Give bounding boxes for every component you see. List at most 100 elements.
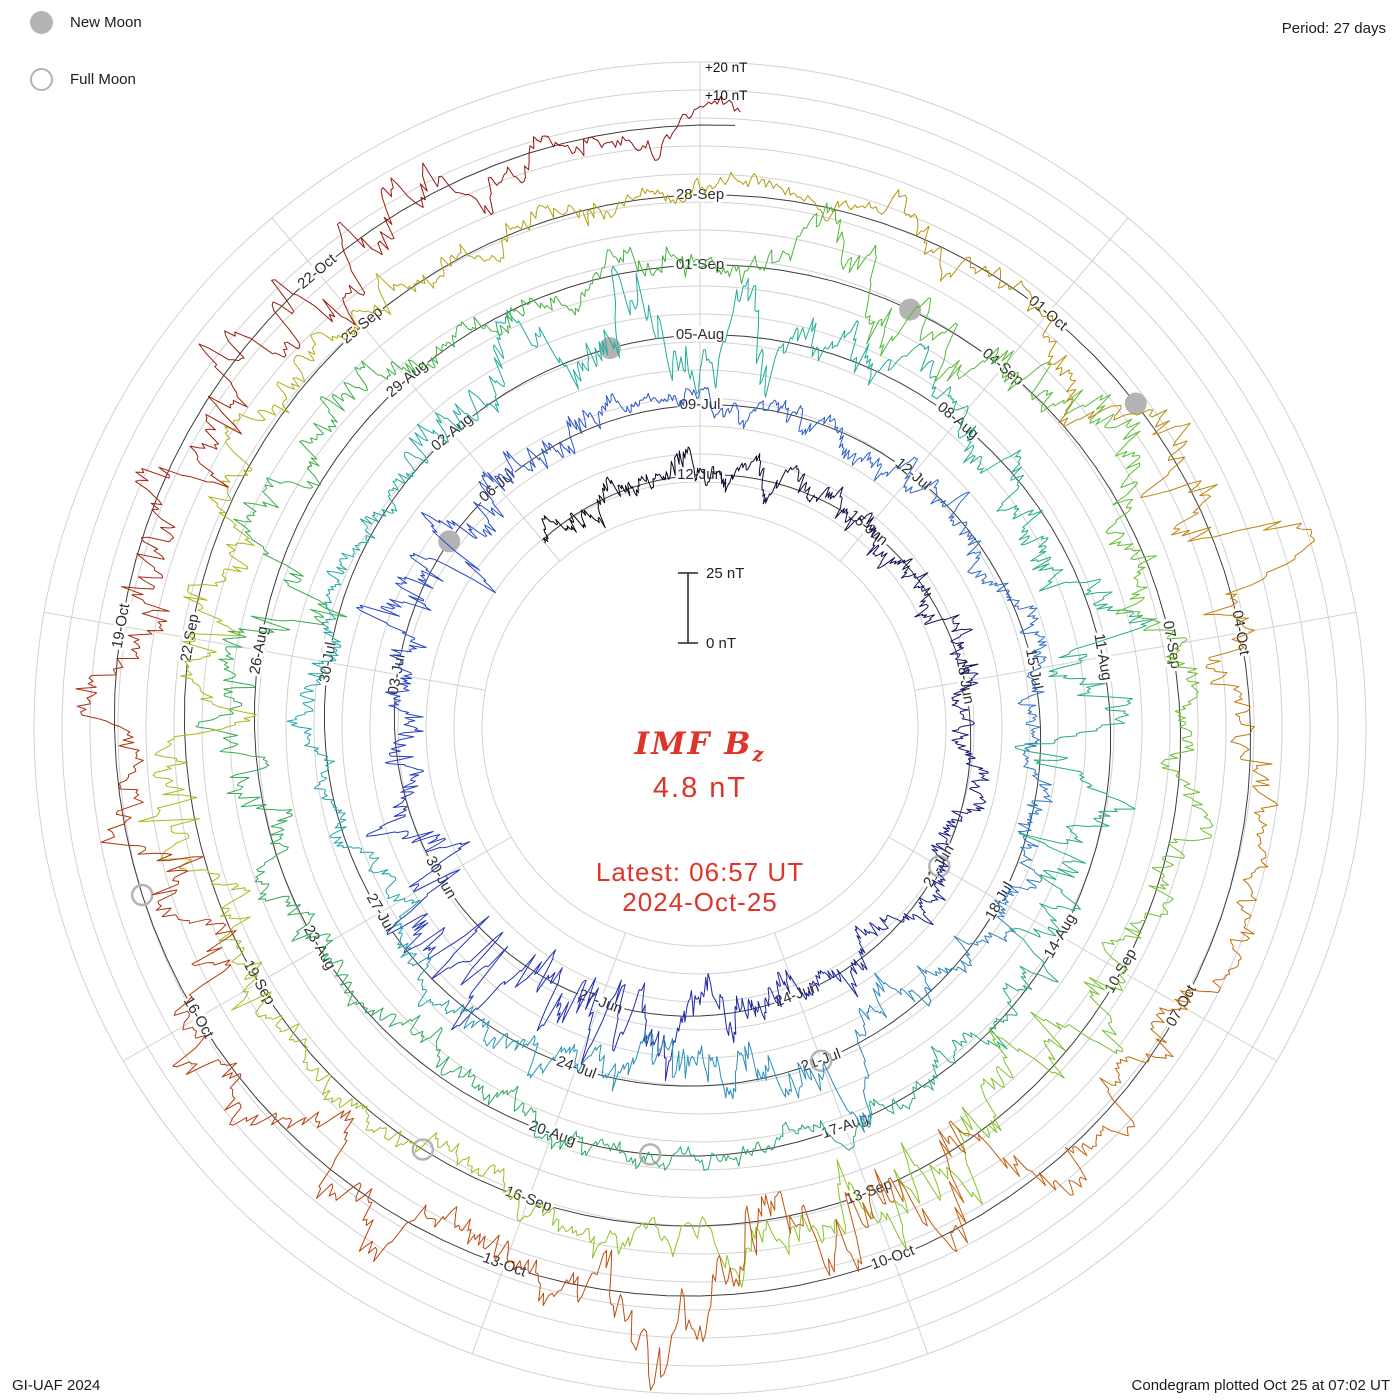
new-moon-marker [899,298,922,321]
bz-trace-segment [640,446,701,490]
date-label: 16-Oct [180,994,218,1042]
bz-trace-segment [286,701,336,791]
bz-trace-segment [581,246,688,297]
bz-trace-segment [687,1123,785,1171]
bz-trace-segment [135,395,242,529]
date-label: 15-Jul [1022,648,1046,691]
bz-trace-segment [582,392,658,430]
chart-title-main: IMF B [634,726,753,762]
bz-trace-segment [686,227,807,284]
full-moon-icon [30,67,53,91]
bz-trace-segment [879,189,992,282]
chart-title-subscript: z [752,743,766,767]
bz-trace-segment [1009,882,1081,983]
bz-trace-segment [851,1142,983,1251]
new-moon-marker [438,530,461,553]
bz-trace-segment [385,649,424,724]
new-moon-icon [30,10,53,34]
bz-trace-segment [368,865,421,949]
bz-trace-segment [759,465,816,505]
legend-full-moon: Full Moon [30,67,142,91]
bz-trace-segment [1229,833,1269,970]
bz-trace-segment [488,309,579,413]
bz-trace-segment [335,972,424,1036]
scale-bar-top-label: 25 nT [706,565,744,582]
grid-spoke [888,836,1278,1062]
grid-spoke [44,611,486,691]
bz-trace-segment [1230,701,1279,835]
plotted-timestamp-label: Condegram plotted Oct 25 at 07:02 UT [1131,1377,1390,1394]
bz-trace-segment [1017,631,1047,713]
bz-trace-segment [880,1039,957,1115]
bz-trace-segment [782,1061,872,1133]
bz-trace-segment [957,746,990,814]
bz-trace-segment [847,320,937,386]
bz-trace-segment [849,914,889,978]
bz-trace-segment [138,724,236,855]
date-label: 28-Sep [676,186,724,203]
bz-trace-segment [198,279,307,409]
bz-trace-segment [226,782,293,891]
bz-trace-segment [473,292,583,336]
bz-trace-segment [356,576,434,653]
bz-trace-segment [160,853,251,964]
bz-trace-segment [696,1041,784,1100]
bz-trace-segment [900,572,960,626]
bz-trace-segment [427,915,521,1031]
bz-trace-segment [887,872,946,926]
bz-trace-segment [880,297,1009,382]
bz-trace-segment [532,133,673,161]
credit-label: GI-UAF 2024 [12,1377,101,1394]
legend-new-moon: New Moon [30,10,142,34]
bz-trace-segment [395,1132,511,1193]
bz-trace-segment [172,914,237,1068]
date-label: 19-Oct [109,601,134,649]
bz-trace-segment [954,972,1033,1050]
bz-trace-segment [218,579,348,673]
bz-trace-segment [508,1189,619,1259]
bz-trace-segment [1048,609,1157,709]
bz-trace-segment [377,316,477,380]
bz-trace-segment [420,1026,498,1106]
legend-new-moon-label: New Moon [70,13,142,31]
date-label: 08-Aug [934,399,982,443]
bz-trace-segment [805,202,893,349]
bz-trace-segment [224,377,306,483]
bz-trace-segment [978,449,1044,546]
bz-trace-segment [719,971,782,1044]
date-label: 25-Sep [338,303,386,347]
bz-trace-segment [584,1138,689,1171]
bz-trace-segment [931,810,968,873]
bz-trace-segment [233,465,322,581]
grid-spoke [471,932,626,1354]
bz-trace-segment [580,977,650,1065]
bz-trace-segment [1065,1059,1136,1196]
new-moon-marker [1124,392,1147,415]
bz-trace-segment [183,480,255,604]
bz-trace-segment [778,969,859,1000]
bz-trace-segment [293,272,392,383]
bz-trace-segment [980,879,1043,944]
bz-trace-segment [527,1042,616,1079]
bz-trace-segment [365,791,471,853]
bz-trace-segment [299,613,342,703]
bz-trace-segment [870,456,943,505]
bz-trace-segment [386,841,471,956]
bz-trace-segment [180,602,257,726]
bz-trace-segment [515,415,584,472]
bz-trace-segment [384,722,424,793]
date-label: 14-Aug [1041,911,1080,961]
bz-trace-segment [1030,977,1126,1079]
bz-trace-segment [185,1059,336,1129]
bz-trace-segment [306,1062,402,1148]
date-label: 29-Aug [383,357,431,401]
new-moon-marker [599,337,621,360]
bz-trace-segment [257,889,344,973]
bz-trace [75,96,1316,1391]
bz-trace-segment [1058,373,1191,458]
bz-trace-segment [460,1004,539,1051]
grid-spoke [914,611,1356,691]
scale-bar: 25 nT 0 nT [678,565,744,652]
